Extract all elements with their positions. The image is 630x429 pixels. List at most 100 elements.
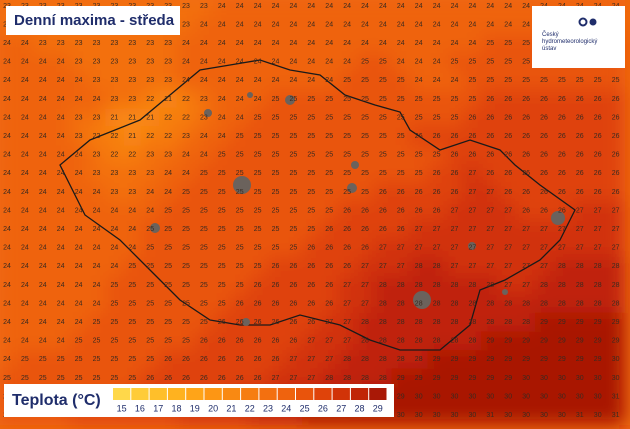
temperature-cell <box>535 145 554 165</box>
temperature-cell <box>552 387 572 407</box>
temperature-cell <box>141 201 160 221</box>
temperature-value: 27 <box>379 263 387 270</box>
temperature-value: 25 <box>254 114 262 121</box>
temperature-value: 27 <box>307 375 315 382</box>
temperature-value: 30 <box>433 412 441 419</box>
temperature-value: 24 <box>433 77 441 84</box>
temperature-cell <box>123 71 142 91</box>
temperature-value: 24 <box>236 3 244 10</box>
temperature-value: 26 <box>236 356 244 363</box>
temperature-cell <box>284 275 303 295</box>
temperature-cell <box>141 164 160 184</box>
temperature-value: 24 <box>39 59 47 66</box>
temperature-value: 25 <box>307 207 315 214</box>
temperature-cell <box>212 89 232 109</box>
temperature-cell <box>123 182 142 202</box>
temperature-value: 27 <box>290 375 298 382</box>
legend-swatch <box>259 388 277 400</box>
temperature-value: 23 <box>111 96 119 103</box>
temperature-cell <box>302 71 321 91</box>
temperature-value: 24 <box>433 3 441 10</box>
temperature-value: 28 <box>451 300 459 307</box>
temperature-cell <box>552 164 572 184</box>
temperature-cell <box>356 126 375 146</box>
temperature-value: 25 <box>93 356 101 363</box>
temperature-cell <box>338 350 357 370</box>
temperature-cell <box>159 368 178 388</box>
temperature-value: 26 <box>272 356 280 363</box>
temperature-cell <box>499 182 518 202</box>
temperature-value: 29 <box>504 375 512 382</box>
temperature-value: 26 <box>433 170 441 177</box>
title-box: Denní maxima - středa <box>6 6 180 35</box>
temperature-value: 28 <box>558 300 566 307</box>
temperature-value: 24 <box>3 96 11 103</box>
temperature-value: 22 <box>93 133 101 140</box>
temperature-value: 27 <box>325 319 333 326</box>
temperature-cell <box>517 89 536 109</box>
temperature-value: 22 <box>146 96 154 103</box>
temperature-cell <box>194 368 214 388</box>
temperature-value: 25 <box>254 189 262 196</box>
temperature-cell <box>212 71 232 91</box>
temperature-value: 24 <box>3 114 11 121</box>
temperature-value: 30 <box>612 356 620 363</box>
temperature-cell <box>481 0 500 16</box>
temperature-value: 28 <box>397 356 405 363</box>
temperature-cell <box>266 33 285 53</box>
temperature-cell <box>535 126 554 146</box>
legend-label: 19 <box>190 403 200 413</box>
temperature-value: 26 <box>397 207 405 214</box>
temperature-cell <box>445 89 464 109</box>
temperature-cell <box>356 182 375 202</box>
temperature-value: 26 <box>469 114 477 121</box>
temperature-cell <box>284 145 303 165</box>
temperature-value: 26 <box>325 245 333 252</box>
temperature-value: 26 <box>397 189 405 196</box>
temperature-cell <box>266 350 285 370</box>
temperature-value: 24 <box>93 245 101 252</box>
temperature-cell <box>230 52 250 72</box>
temperature-cell <box>123 89 142 109</box>
temperature-value: 25 <box>164 263 172 270</box>
temperature-value: 24 <box>3 59 11 66</box>
temperature-cell <box>499 126 518 146</box>
temperature-value: 24 <box>3 77 11 84</box>
temperature-value: 27 <box>486 245 494 252</box>
temperature-value: 29 <box>558 319 566 326</box>
temperature-cell <box>15 145 35 165</box>
temperature-cell <box>141 52 160 72</box>
temperature-value: 26 <box>272 282 280 289</box>
temperature-value: 28 <box>361 356 369 363</box>
temperature-cell <box>606 71 626 91</box>
temperature-cell <box>588 294 608 314</box>
temperature-value: 26 <box>469 133 477 140</box>
temperature-value: 25 <box>218 263 226 270</box>
temperature-cell <box>517 33 536 53</box>
temperature-cell <box>69 33 89 53</box>
temperature-cell <box>320 238 339 258</box>
temperature-value: 24 <box>325 3 333 10</box>
temperature-cell <box>463 15 482 35</box>
temperature-cell <box>0 257 17 277</box>
temperature-value: 25 <box>343 133 351 140</box>
temperature-value: 25 <box>254 263 262 270</box>
temperature-value: 24 <box>75 96 83 103</box>
temperature-value: 24 <box>57 207 65 214</box>
temperature-value: 26 <box>594 133 602 140</box>
temperature-value: 25 <box>182 300 190 307</box>
temperature-cell <box>302 164 321 184</box>
temperature-cell <box>15 89 35 109</box>
temperature-value: 25 <box>200 300 208 307</box>
temperature-cell <box>212 15 232 35</box>
temperature-value: 23 <box>146 170 154 177</box>
temperature-cell <box>212 219 232 239</box>
temperature-value: 26 <box>612 96 620 103</box>
temperature-value: 28 <box>612 300 620 307</box>
temperature-cell <box>230 0 250 16</box>
temperature-value: 24 <box>272 59 280 66</box>
temperature-value: 25 <box>469 59 477 66</box>
temperature-cell <box>230 257 250 277</box>
temperature-value: 25 <box>146 263 154 270</box>
temperature-value: 28 <box>504 319 512 326</box>
